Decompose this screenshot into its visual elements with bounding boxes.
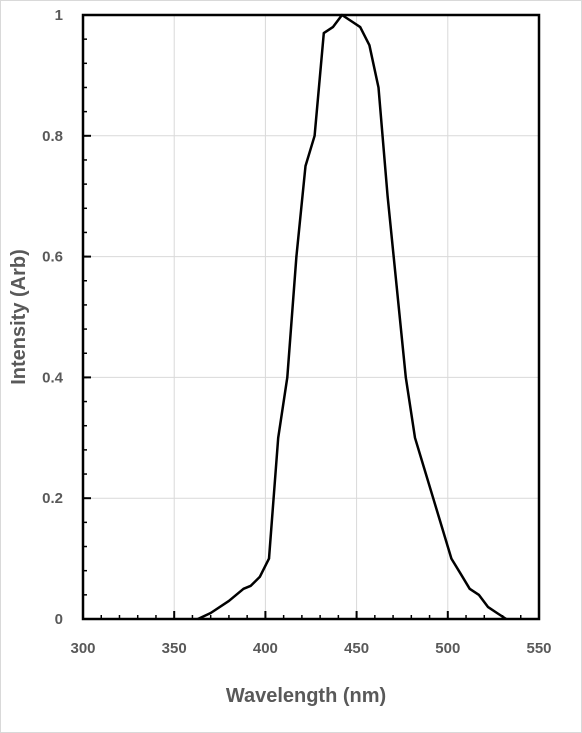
data-point — [258, 575, 261, 578]
data-point — [227, 599, 230, 602]
data-point — [505, 618, 508, 620]
x-tick-label: 450 — [344, 640, 369, 657]
x-tick-label: 500 — [435, 640, 460, 657]
data-point — [432, 497, 435, 500]
x-tick-label: 300 — [70, 640, 95, 657]
axes — [81, 13, 541, 621]
data-point — [196, 618, 199, 620]
data-point — [350, 20, 353, 23]
series-layer — [196, 13, 508, 621]
data-point — [242, 587, 245, 590]
y-axis-title: Intensity (Arb) — [8, 249, 30, 385]
y-tick-label: 0 — [55, 611, 63, 628]
x-tick-label: 550 — [526, 640, 551, 657]
data-point — [286, 376, 289, 379]
data-point — [459, 572, 462, 575]
data-point — [322, 32, 325, 35]
x-tick-label: 350 — [162, 640, 187, 657]
data-point — [386, 195, 389, 198]
data-point — [331, 26, 334, 29]
data-point — [268, 557, 271, 560]
data-point — [477, 593, 480, 596]
data-point — [496, 611, 499, 614]
y-tick-label: 0.8 — [42, 128, 63, 145]
data-point — [277, 436, 280, 439]
data-point — [395, 285, 398, 288]
y-tick-label: 0.4 — [42, 369, 64, 386]
data-point — [486, 605, 489, 608]
data-point — [404, 376, 407, 379]
data-point — [368, 44, 371, 47]
data-point — [209, 611, 212, 614]
y-tick-label: 0.2 — [42, 490, 63, 507]
data-point — [441, 527, 444, 530]
series-line-0 — [197, 13, 507, 621]
data-point — [359, 26, 362, 29]
data-point — [377, 86, 380, 89]
y-tick-label: 1 — [55, 7, 63, 24]
x-tick-label: 400 — [253, 640, 278, 657]
data-point — [341, 14, 344, 16]
data-point — [304, 165, 307, 167]
gridlines — [82, 14, 540, 620]
data-point — [423, 467, 426, 469]
data-point — [313, 134, 316, 137]
x-axis-title: Wavelength (nm) — [226, 685, 386, 707]
plot-border — [81, 13, 541, 621]
data-point — [468, 587, 471, 590]
y-tick-label: 0.6 — [42, 249, 63, 266]
data-point — [249, 584, 252, 587]
data-point — [413, 436, 416, 439]
tick-labels: 300 350 400 450 500 550 0 0.2 0.4 0.6 0.8 1 — [42, 7, 551, 657]
data-point — [450, 557, 453, 560]
data-point — [295, 255, 298, 258]
